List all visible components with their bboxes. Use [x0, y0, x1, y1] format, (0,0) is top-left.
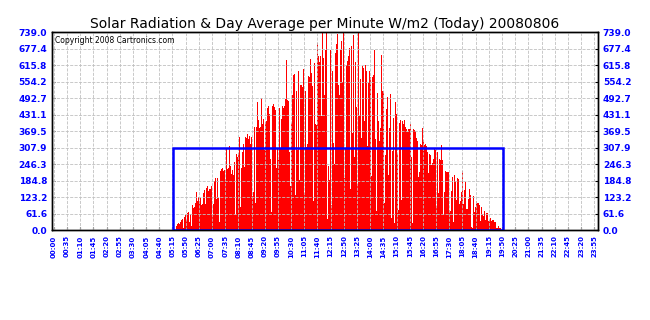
Bar — [173, 148, 502, 230]
Text: Copyright 2008 Cartronics.com: Copyright 2008 Cartronics.com — [55, 36, 174, 45]
Title: Solar Radiation & Day Average per Minute W/m2 (Today) 20080806: Solar Radiation & Day Average per Minute… — [90, 17, 560, 31]
